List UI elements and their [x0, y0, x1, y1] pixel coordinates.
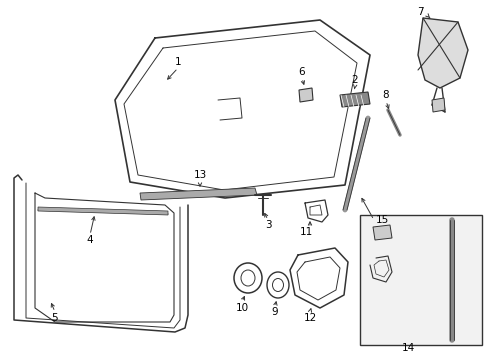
Text: 15: 15	[375, 215, 388, 225]
Text: 5: 5	[52, 313, 58, 323]
Text: 4: 4	[86, 235, 93, 245]
Text: 10: 10	[235, 303, 248, 313]
Polygon shape	[38, 207, 168, 215]
FancyBboxPatch shape	[359, 215, 481, 345]
Text: 12: 12	[303, 313, 316, 323]
Text: 6: 6	[298, 67, 305, 77]
Text: 9: 9	[271, 307, 278, 317]
Text: 2: 2	[351, 75, 358, 85]
Polygon shape	[372, 225, 391, 240]
Text: 3: 3	[264, 220, 271, 230]
Text: 13: 13	[193, 170, 206, 180]
Text: 1: 1	[174, 57, 181, 67]
Text: 8: 8	[382, 90, 388, 100]
Polygon shape	[339, 92, 369, 107]
Text: 14: 14	[401, 343, 414, 353]
Text: 11: 11	[299, 227, 312, 237]
Text: 7: 7	[416, 7, 423, 17]
Polygon shape	[417, 18, 467, 88]
Polygon shape	[298, 88, 312, 102]
Polygon shape	[431, 98, 444, 112]
Polygon shape	[140, 188, 257, 200]
